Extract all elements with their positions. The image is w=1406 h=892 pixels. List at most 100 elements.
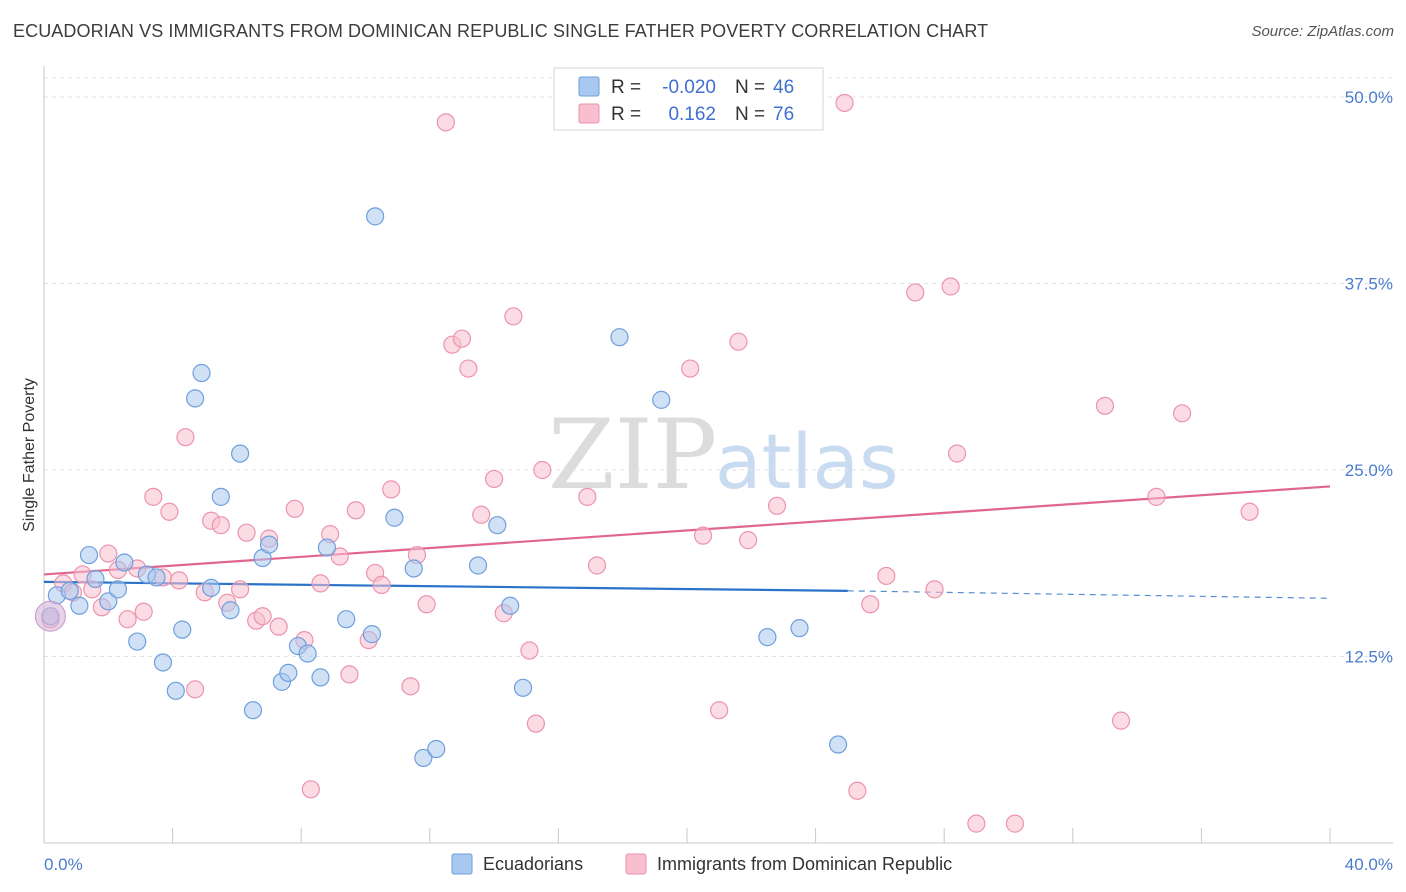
legend-r-label-pink: R =: [611, 104, 641, 125]
ecuadorian-point-5: [86, 569, 105, 589]
ecuadorian-point-12: [153, 653, 173, 672]
dominican-point-75: [1240, 502, 1259, 521]
source-credit: Source: ZipAtlas.com: [1251, 23, 1394, 40]
dominican-point-24: [253, 607, 272, 626]
dominican-point-50: [520, 641, 539, 660]
gridlines: [44, 77, 1393, 657]
legend-n-value-blue: 46: [773, 77, 794, 98]
dominican-point-61: [835, 93, 854, 113]
dominican-point-41: [417, 595, 436, 614]
ecuadorian-point-39: [501, 596, 520, 615]
ecuadorian-point-30: [337, 610, 356, 629]
dominican-point-57: [710, 701, 729, 720]
dominican-point-29: [301, 780, 320, 799]
ecuadorian-point-19: [221, 601, 240, 620]
series-ecuadorian-points: [34, 207, 848, 768]
dominican-point-47: [485, 469, 504, 489]
correlation-legend: R = -0.020 N = 46 R = 0.162 N = 76: [553, 67, 824, 131]
ecuadorian-point-41: [610, 328, 629, 347]
dominican-point-32: [330, 547, 349, 566]
dominican-point-11: [144, 487, 163, 506]
ecuadorian-point-21: [243, 701, 263, 720]
dominican-point-33: [340, 665, 359, 684]
ecuadorian-point-4: [79, 545, 99, 565]
dominican-point-72: [1111, 711, 1131, 730]
ecuadorian-point-37: [468, 556, 488, 575]
y-tick-label-1: 25.0%: [1345, 461, 1393, 480]
ecuadorian-point-27: [298, 644, 317, 663]
y-tick-label-3: 50.0%: [1345, 88, 1393, 107]
chart-title: ECUADORIAN VS IMMIGRANTS FROM DOMINICAN …: [13, 21, 989, 41]
ecuadorian-point-43: [758, 628, 777, 647]
ecuadorian-point-23: [259, 535, 279, 554]
dominican-point-65: [906, 283, 925, 302]
legend-r-value-blue: -0.020: [662, 77, 716, 98]
dominican-point-34: [346, 501, 365, 520]
legend-r-value-pink: 0.162: [668, 104, 716, 125]
dominican-point-64: [877, 566, 896, 586]
ecuadorian-point-17: [202, 578, 221, 597]
dominican-point-44: [452, 329, 472, 348]
watermark-zip: ZIP: [548, 399, 717, 511]
overlap-cluster-point: [34, 600, 66, 632]
legend-n-label-blue: N =: [735, 77, 765, 98]
ecuadorian-point-11: [147, 568, 166, 587]
dominican-point-37: [372, 575, 391, 594]
dominican-point-51: [526, 714, 545, 733]
dominican-point-39: [401, 677, 420, 696]
dominican-point-19: [211, 516, 230, 535]
ecuadorian-point-31: [362, 625, 382, 644]
dominican-point-62: [848, 781, 867, 800]
bottom-legend-label-ecuadorians: Ecuadorians: [483, 854, 583, 874]
dominican-point-66: [925, 580, 944, 599]
dominican-point-6: [99, 544, 118, 563]
dominican-point-10: [134, 602, 153, 621]
bottom-legend-swatch-blue: [451, 853, 473, 875]
dominican-point-71: [1095, 396, 1115, 415]
dominican-point-45: [459, 359, 478, 378]
watermark-atlas: atlas: [715, 417, 899, 506]
dominican-point-21: [231, 580, 250, 599]
legend-r-label-blue: R =: [611, 77, 641, 98]
dominican-point-42: [436, 113, 455, 132]
axes: [43, 66, 1393, 844]
ecuadorian-point-28: [311, 668, 330, 687]
ecuadorian-point-6: [99, 592, 118, 611]
dominican-point-69: [967, 814, 986, 833]
y-axis-label: Single Father Poverty: [21, 378, 38, 532]
dominican-point-27: [285, 499, 304, 518]
legend-swatch-pink: [578, 103, 600, 124]
dominican-point-59: [738, 531, 758, 550]
y-tick-label-2: 37.5%: [1345, 275, 1393, 294]
ecuadorian-point-44: [790, 619, 809, 638]
dominican-point-53: [578, 487, 597, 506]
dominican-point-74: [1173, 404, 1192, 423]
dominican-point-13: [160, 502, 179, 521]
ecuadorian-point-7: [108, 580, 128, 599]
trend-line-ecuadorian-extension: [847, 590, 1331, 599]
bottom-legend-swatch-pink: [625, 853, 647, 875]
watermark: ZIP atlas: [548, 399, 899, 511]
legend-n-label-pink: N =: [735, 104, 765, 125]
bottom-legend-label-dominican: Immigrants from Dominican Republic: [657, 854, 952, 874]
ecuadorian-point-33: [385, 508, 404, 527]
ecuadorian-point-9: [128, 632, 147, 651]
dominican-point-30: [311, 574, 330, 593]
ecuadorian-point-15: [186, 389, 205, 408]
ecuadorian-point-45: [829, 735, 848, 754]
dominican-point-70: [1005, 814, 1025, 833]
dominican-point-14: [169, 571, 189, 590]
legend-n-value-pink: 76: [773, 104, 794, 125]
ecuadorian-point-25: [279, 663, 298, 683]
x-tick-label-max: 40.0%: [1345, 855, 1393, 874]
dominican-point-58: [729, 332, 748, 351]
ecuadorian-point-14: [173, 620, 192, 639]
dominican-point-38: [382, 480, 401, 499]
x-tick-label-min: 0.0%: [44, 855, 83, 874]
dominican-point-55: [681, 359, 700, 378]
ecuadorian-point-40: [513, 678, 533, 697]
y-tick-labels: 12.5% 25.0% 37.5% 50.0%: [1345, 88, 1393, 667]
series-legend: Ecuadorians Immigrants from Dominican Re…: [451, 853, 952, 875]
ecuadorian-point-13: [166, 681, 185, 700]
